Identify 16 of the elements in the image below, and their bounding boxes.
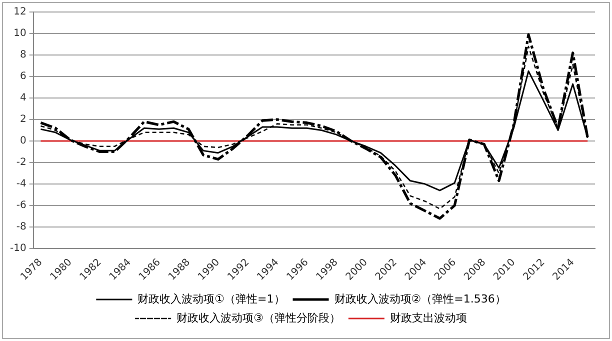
legend-label: 财政收入波动项①（弹性=1） — [138, 292, 285, 306]
y-tick-label: -8 — [16, 222, 26, 233]
y-tick-label: -6 — [16, 200, 26, 212]
y-tick-label: 10 — [14, 28, 26, 40]
y-tick-label: 6 — [20, 71, 26, 82]
y-tick-label: -2 — [16, 157, 26, 168]
legend-label: 财政收入波动项③（弹性分阶段） — [176, 311, 340, 324]
y-tick-label: 12 — [14, 6, 26, 18]
legend-label: 财政支出波动项 — [390, 311, 467, 324]
y-tick-label: 4 — [20, 92, 26, 104]
legend-label: 财政收入波动项②（弹性=1.536） — [334, 292, 506, 306]
y-tick-label: -10 — [10, 243, 26, 254]
y-tick-label: 0 — [20, 136, 26, 147]
y-tick-label: -4 — [16, 178, 26, 190]
y-tick-label: 8 — [20, 50, 26, 61]
y-tick-label: 2 — [20, 114, 26, 126]
